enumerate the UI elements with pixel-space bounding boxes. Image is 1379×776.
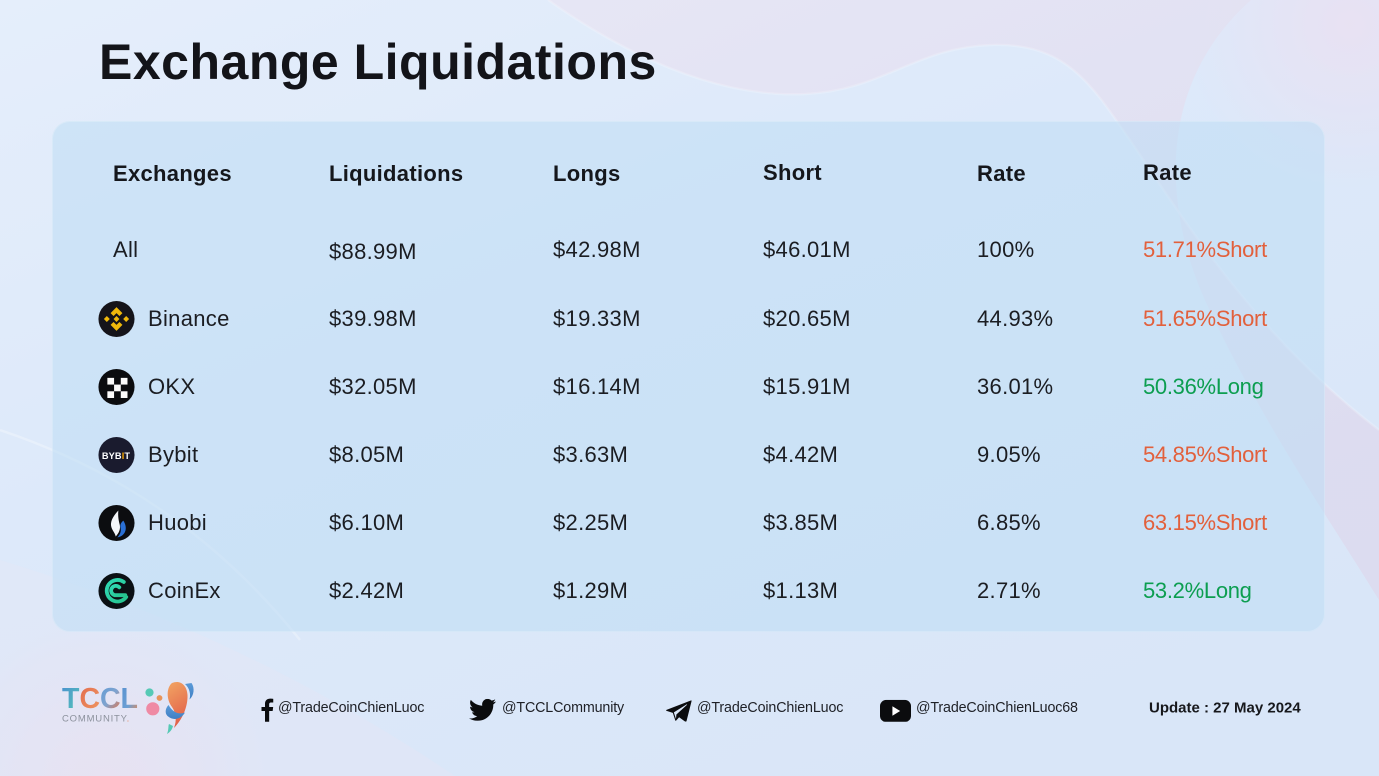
svg-text:C: C (80, 683, 101, 715)
svg-text:T: T (62, 683, 80, 715)
svg-text:COMMUNITY.: COMMUNITY. (62, 714, 130, 725)
svg-text:L: L (121, 683, 138, 715)
svg-text:C: C (100, 683, 121, 715)
svg-text:BYBIT: BYBIT (102, 451, 131, 461)
